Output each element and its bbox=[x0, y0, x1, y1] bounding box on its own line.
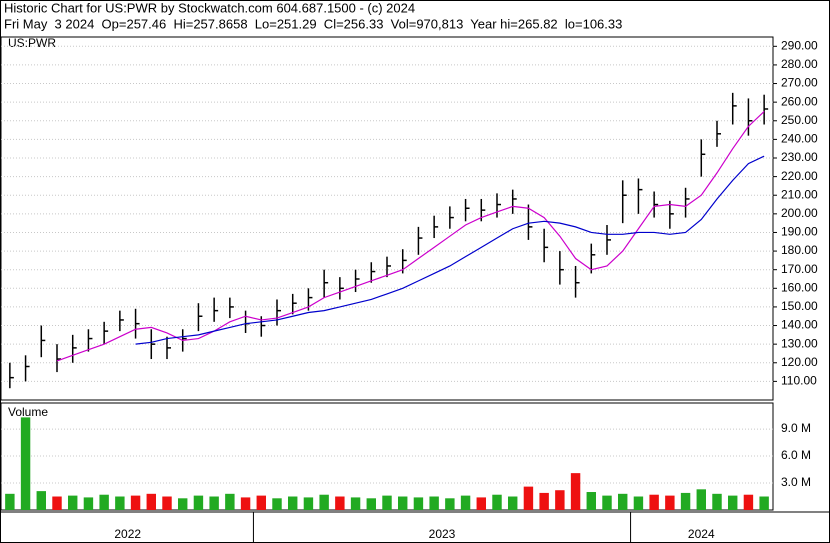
volume-bar bbox=[99, 494, 109, 510]
volume-bar bbox=[680, 492, 691, 510]
volume-bar bbox=[665, 495, 675, 510]
symbol-label: US:PWR bbox=[8, 36, 56, 50]
volume-bar bbox=[256, 495, 266, 510]
y-tick-label: 150.00 bbox=[781, 299, 818, 313]
volume-bar bbox=[492, 494, 502, 510]
volume-bar bbox=[178, 498, 188, 510]
y-tick-label: 110.00 bbox=[781, 374, 817, 388]
y-tick-label: 230.00 bbox=[781, 150, 818, 164]
y-tick-label: 120.00 bbox=[781, 355, 818, 369]
y-tick-label: 240.00 bbox=[781, 132, 818, 146]
volume-bar bbox=[523, 486, 534, 510]
volume-bar bbox=[586, 492, 596, 510]
volume-bar bbox=[712, 493, 722, 510]
volume-bar bbox=[335, 496, 345, 510]
y-tick-label: 280.00 bbox=[781, 57, 818, 71]
volume-bar bbox=[350, 497, 361, 510]
volume-bar bbox=[539, 492, 549, 510]
volume-bar bbox=[476, 497, 486, 510]
volume-bar bbox=[83, 497, 94, 510]
volume-bar bbox=[555, 490, 565, 510]
volume-bar bbox=[728, 495, 738, 510]
chart-title: Historic Chart for US:PWR by Stockwatch.… bbox=[4, 0, 415, 15]
y-tick-label: 250.00 bbox=[781, 113, 818, 127]
volume-bar bbox=[162, 496, 172, 510]
volume-bar bbox=[413, 497, 424, 510]
volume-bar bbox=[649, 494, 659, 510]
x-tick-label: 2024 bbox=[688, 527, 715, 541]
y-tick-label: 140.00 bbox=[781, 318, 818, 332]
price-panel bbox=[0, 36, 774, 401]
volume-bar bbox=[5, 493, 15, 510]
volume-bar bbox=[20, 417, 31, 510]
y-tick-label: 170.00 bbox=[781, 262, 818, 276]
volume-bar bbox=[366, 498, 376, 510]
volume-bar bbox=[398, 496, 408, 510]
y-tick-label: 3.0 M bbox=[781, 475, 811, 489]
volume-bar bbox=[68, 495, 78, 510]
volume-bar bbox=[570, 473, 581, 510]
volume-bar bbox=[115, 496, 125, 510]
moving-average bbox=[135, 155, 765, 345]
volume-bar bbox=[240, 497, 251, 510]
y-tick-label: 200.00 bbox=[781, 206, 818, 220]
y-tick-label: 9.0 M bbox=[781, 421, 811, 435]
y-tick-label: 160.00 bbox=[781, 280, 818, 294]
volume-title: Volume bbox=[8, 405, 48, 419]
volume-bar bbox=[633, 496, 644, 510]
y-tick-label: 180.00 bbox=[781, 243, 818, 257]
y-tick-label: 290.00 bbox=[781, 38, 818, 52]
volume-bar bbox=[759, 496, 769, 510]
volume-bar bbox=[225, 493, 235, 510]
volume-bar bbox=[36, 491, 46, 510]
moving-average bbox=[56, 111, 765, 362]
volume-bar bbox=[193, 495, 204, 510]
x-tick-label: 2022 bbox=[114, 527, 141, 541]
volume-bar bbox=[445, 498, 455, 510]
volume-bar bbox=[429, 496, 439, 510]
volume-bar bbox=[460, 495, 471, 510]
y-tick-label: 260.00 bbox=[781, 94, 818, 108]
volume-bar bbox=[146, 493, 156, 510]
y-tick-label: 270.00 bbox=[781, 76, 818, 90]
x-tick-label: 2023 bbox=[429, 527, 456, 541]
volume-bar bbox=[508, 496, 518, 510]
y-tick-label: 6.0 M bbox=[781, 448, 811, 462]
volume-bar bbox=[303, 497, 314, 510]
volume-bar bbox=[382, 495, 392, 510]
y-tick-label: 210.00 bbox=[781, 187, 818, 201]
volume-bar bbox=[618, 493, 628, 510]
volume-bar bbox=[288, 496, 298, 510]
y-tick-label: 130.00 bbox=[781, 336, 818, 350]
volume-bar bbox=[209, 496, 219, 510]
volume-bar bbox=[696, 489, 706, 510]
volume-bar bbox=[130, 495, 141, 510]
volume-bar bbox=[52, 496, 62, 510]
volume-bar bbox=[272, 498, 282, 510]
volume-bar bbox=[743, 494, 754, 510]
chart-subtitle: Fri May 3 2024 Op=257.46 Hi=257.8658 Lo=… bbox=[4, 16, 622, 31]
y-tick-label: 190.00 bbox=[781, 225, 818, 239]
volume-bar bbox=[319, 494, 329, 510]
y-tick-label: 220.00 bbox=[781, 169, 818, 183]
volume-bar bbox=[602, 495, 612, 510]
